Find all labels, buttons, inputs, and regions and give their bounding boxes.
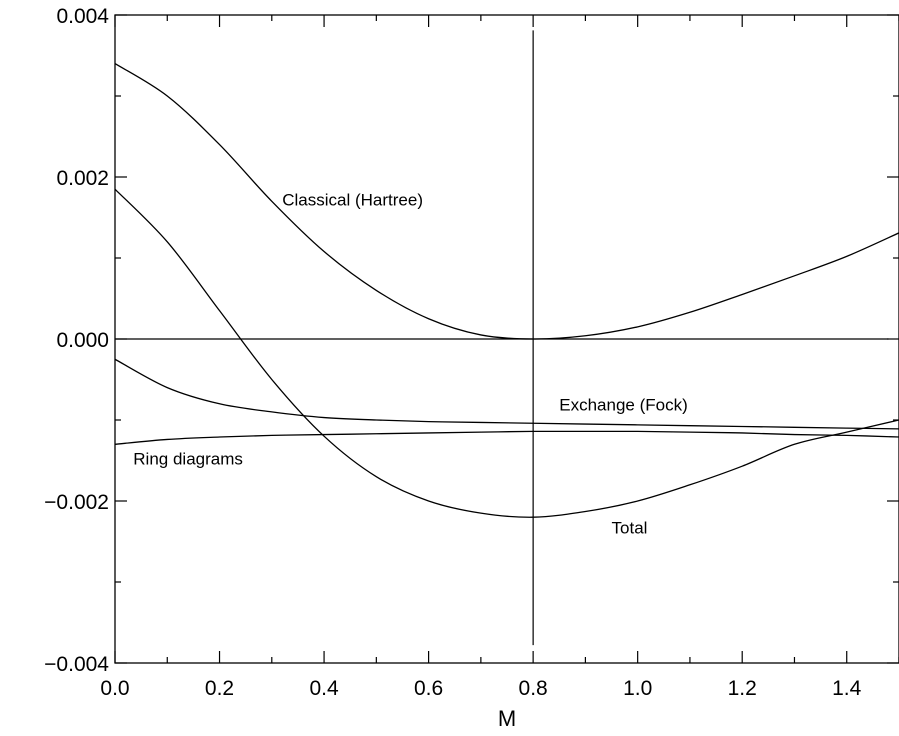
- x-tick-label: 0.0: [100, 677, 129, 700]
- series-classical-hartree: [114, 63, 899, 340]
- label-exchange-fock: Exchange (Fock): [559, 395, 688, 414]
- y-tick-label: 0.000: [56, 329, 109, 352]
- x-tick-label: 1.0: [623, 677, 652, 700]
- y-tick-label: −0.002: [44, 491, 109, 514]
- reference-lines: [115, 30, 889, 646]
- x-tick-label: 1.2: [728, 677, 757, 700]
- x-tick-label: 0.8: [519, 677, 548, 700]
- y-tick-label: 0.004: [56, 5, 109, 28]
- label-total: Total: [612, 518, 648, 537]
- x-tick-label: 0.2: [205, 677, 234, 700]
- axis-tick-labels: 0.0 0.2 0.4 0.6 0.8 1.0 1.2 1.4 0.004 0.002 0.000 −…: [44, 5, 861, 700]
- label-classical-hartree: Classical (Hartree): [282, 190, 423, 209]
- x-tick-label: 0.4: [309, 677, 339, 700]
- series-ring-diagrams: [114, 430, 899, 445]
- curve-annotations: Classical (Hartree) Exchange (Fock) Ring d…: [133, 190, 687, 537]
- y-tick-label: 0.002: [56, 167, 109, 190]
- data-series: [114, 63, 899, 518]
- axis-ticks: [114, 14, 899, 664]
- y-tick-label: −0.004: [44, 653, 109, 676]
- series-total: [114, 188, 899, 518]
- label-ring-diagrams: Ring diagrams: [133, 450, 243, 469]
- series-exchange-fock: [114, 358, 899, 430]
- x-tick-label: 0.6: [414, 677, 443, 700]
- x-tick-label: 1.4: [832, 677, 862, 700]
- x-axis-title: M: [498, 706, 516, 731]
